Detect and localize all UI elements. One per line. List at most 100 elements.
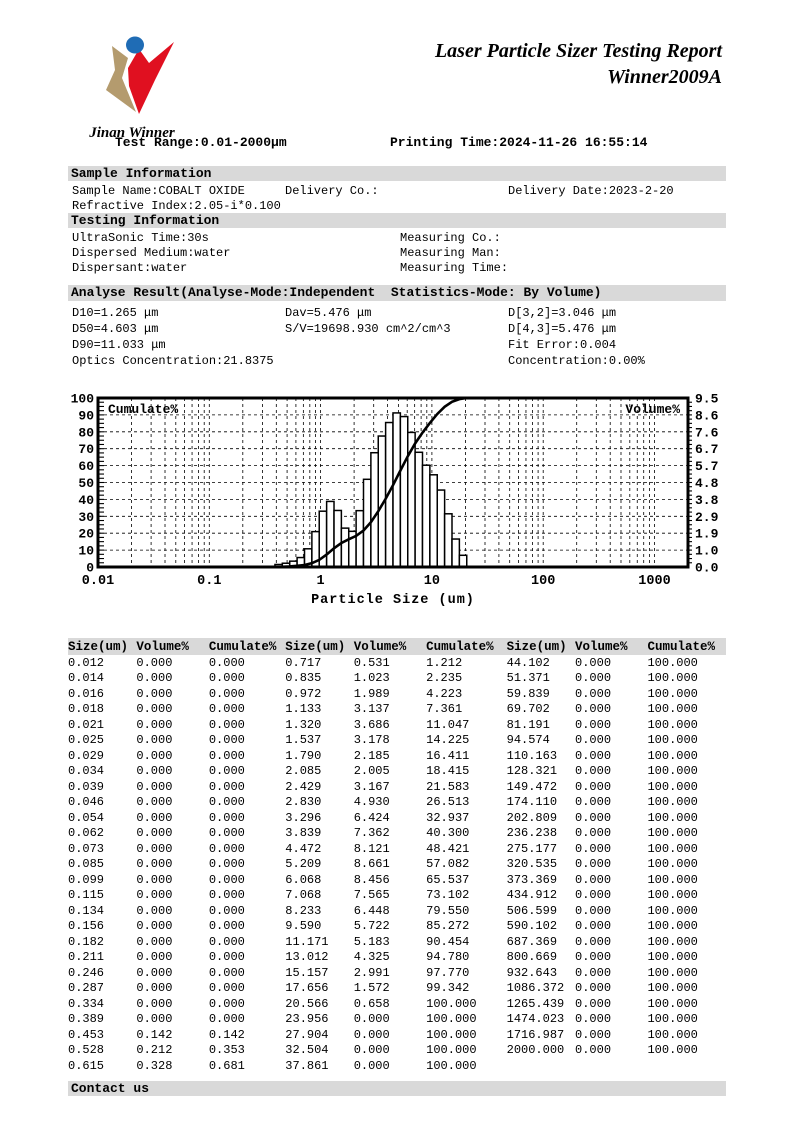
table-cell: 0.029: [68, 748, 105, 763]
table-cell: 6.424: [353, 810, 390, 825]
left-axis-label: 10: [78, 544, 94, 559]
table-row: 0.039 0.000 0.000 2.429 3.167 21.583 149.472 0.…: [68, 779, 726, 795]
measuring-co: Measuring Co.:: [400, 231, 501, 245]
table-cell: 3.296: [285, 810, 322, 825]
table-cell: 0.000: [208, 981, 245, 996]
volume-bar: [333, 509, 343, 568]
table-row: 0.334 0.000 0.000 20.566 0.658 100.000 1265.43…: [68, 996, 726, 1012]
test-range: Test Range:0.01-2000μm: [115, 135, 287, 150]
table-cell: 128.321: [506, 764, 558, 779]
table-cell: 100.000: [647, 686, 698, 701]
table-cell: 4.472: [285, 841, 322, 856]
table-row: 0.246 0.000 0.000 15.157 2.991 97.770 932.643 0…: [68, 965, 726, 981]
table-cell: 0.334: [68, 996, 105, 1011]
table-cell: 100.000: [647, 671, 698, 686]
table-cell: 8.456: [353, 872, 390, 887]
volume-axis-title: Volume%: [625, 402, 680, 417]
table-cell: 100.000: [647, 903, 698, 918]
table-cell: 0.531: [353, 655, 390, 670]
volume-bar: [451, 538, 461, 568]
table-cell: 0.000: [575, 903, 612, 918]
table-header-cell: Cumulate%: [647, 638, 726, 655]
table-row: 0.099 0.000 0.000 6.068 8.456 65.537 373.369 0.…: [68, 872, 726, 888]
table-cell: 0.000: [575, 764, 612, 779]
table-cell: 99.342: [426, 981, 470, 996]
volume-bar: [340, 527, 350, 568]
table-cell: 1.989: [353, 686, 390, 701]
table-cell: 320.535: [506, 857, 558, 872]
table-cell: 0.000: [208, 686, 245, 701]
table-cell: 0.000: [575, 919, 612, 934]
table-cell: 0.328: [136, 1058, 173, 1073]
table-cell: 0.000: [575, 733, 612, 748]
size-distribution-table: Size(um) Volume% Cumulate% Size(um) Volume% C…: [68, 638, 726, 1074]
section-analyse-result: Analyse Result(Analyse-Mode:Independent …: [68, 285, 726, 301]
table-cell: 2000.000: [506, 1043, 565, 1058]
table-cell: 0.000: [208, 702, 245, 717]
table-cell: 11.171: [285, 934, 329, 949]
table-cell: 13.012: [285, 950, 329, 965]
right-axis-label: 6.7: [695, 442, 718, 457]
section-testing-information: Testing Information: [68, 213, 726, 228]
table-cell: 2.429: [285, 779, 322, 794]
table-cell: 100.000: [426, 1012, 477, 1027]
table-cell: 21.583: [426, 779, 470, 794]
table-cell: 0.000: [353, 1012, 390, 1027]
table-cell: 7.565: [353, 888, 390, 903]
table-cell: 0.681: [208, 1058, 245, 1073]
table-cell: 932.643: [506, 965, 558, 980]
table-row: 0.615 0.328 0.681 37.861 0.000 100.000: [68, 1058, 726, 1074]
left-axis-label: 80: [78, 425, 94, 440]
table-header-cell: Volume%: [136, 638, 209, 655]
table-cell: 0.000: [353, 1058, 390, 1073]
table-cell: 3.686: [353, 717, 390, 732]
table-cell: 0.000: [575, 841, 612, 856]
table-cell: 100.000: [647, 748, 698, 763]
right-axis-label: 9.5: [695, 392, 719, 407]
table-cell: 100.000: [647, 981, 698, 996]
table-cell: 0.212: [136, 1043, 173, 1058]
table-cell: 0.156: [68, 919, 105, 934]
table-cell: 7.361: [426, 702, 463, 717]
table-cell: 0.000: [208, 826, 245, 841]
volume-bar: [399, 415, 409, 568]
printing-time: Printing Time:2024-11-26 16:55:14: [390, 135, 648, 150]
table-cell: 0.000: [208, 950, 245, 965]
table-cell: 0.134: [68, 903, 105, 918]
table-cell: 202.809: [506, 810, 558, 825]
table-cell: 0.000: [136, 934, 173, 949]
table-cell: 7.068: [285, 888, 322, 903]
table-row: 0.182 0.000 0.000 11.171 5.183 90.454 687.369 0…: [68, 934, 726, 950]
volume-bar: [355, 509, 365, 568]
table-cell: 0.014: [68, 671, 105, 686]
right-axis-label: 7.6: [695, 425, 719, 440]
table-cell: 0.000: [208, 779, 245, 794]
table-row: 0.156 0.000 0.000 9.590 5.722 85.272 590.102 0.…: [68, 919, 726, 935]
table-cell: 2.085: [285, 764, 322, 779]
table-cell: 0.000: [575, 779, 612, 794]
table-cell: 1.023: [353, 671, 390, 686]
table-cell: 100.000: [647, 1012, 698, 1027]
result-d10: D10=1.265 μm: [72, 306, 159, 320]
x-axis-label: 100: [531, 574, 555, 589]
table-cell: [575, 1058, 647, 1074]
result-optics-concentration: Optics Concentration:21.8375: [72, 354, 274, 368]
table-cell: 3.167: [353, 779, 390, 794]
table-row: 0.018 0.000 0.000 1.133 3.137 7.361 69.702 0.00…: [68, 702, 726, 718]
table-cell: 0.000: [208, 764, 245, 779]
table-cell: 100.000: [647, 733, 698, 748]
table-row: 0.012 0.000 0.000 0.717 0.531 1.212 44.102 0.00…: [68, 655, 726, 671]
table-cell: 100.000: [426, 1058, 477, 1073]
table-cell: 1.537: [285, 733, 322, 748]
table-cell: 0.046: [68, 795, 105, 810]
table-cell: 236.238: [506, 826, 558, 841]
company-logo: Jinan Winner: [72, 32, 192, 142]
volume-bar: [429, 474, 438, 568]
table-row: 0.062 0.000 0.000 3.839 7.362 40.300 236.238 0.…: [68, 826, 726, 842]
table-row: 0.016 0.000 0.000 0.972 1.989 4.223 59.839 0.00…: [68, 686, 726, 702]
table-header-row: Size(um) Volume% Cumulate% Size(um) Volume% C…: [68, 638, 726, 655]
table-cell: 14.225: [426, 733, 470, 748]
table-cell: 65.537: [426, 872, 470, 887]
table-cell: 27.904: [285, 1027, 329, 1042]
table-cell: 9.590: [285, 919, 322, 934]
